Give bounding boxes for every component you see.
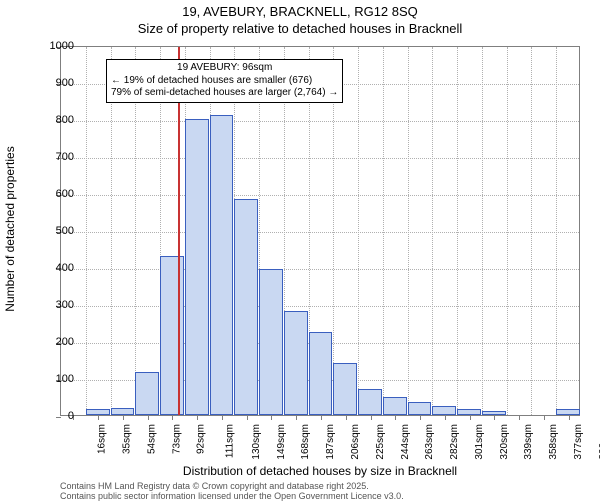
xtick-mark (420, 415, 421, 420)
xtick-mark (321, 415, 322, 420)
gridline-h (61, 195, 579, 196)
bar (333, 363, 357, 415)
xtick-label: 149sqm (276, 424, 287, 460)
page-subtitle: Size of property relative to detached ho… (0, 21, 600, 36)
xtick-label: 225sqm (375, 424, 386, 460)
xtick-mark (470, 415, 471, 420)
xtick-label: 130sqm (251, 424, 262, 460)
gridline-v (457, 47, 458, 415)
gridline-v (556, 47, 557, 415)
xtick-label: 54sqm (146, 424, 157, 454)
xtick-label: 111sqm (225, 424, 236, 458)
ytick-label: 1000 (34, 40, 74, 52)
gridline-h (61, 121, 579, 122)
x-axis-label: Distribution of detached houses by size … (60, 464, 580, 478)
ytick-label: 900 (34, 77, 74, 89)
annotation-box: 19 AVEBURY: 96sqm← 19% of detached house… (106, 59, 343, 103)
xtick-label: 92sqm (196, 424, 207, 454)
bar (284, 311, 308, 415)
xtick-mark (494, 415, 495, 420)
xtick-label: 244sqm (400, 424, 411, 460)
ytick-label: 700 (34, 151, 74, 163)
xtick-label: 263sqm (424, 424, 435, 460)
xtick-mark (519, 415, 520, 420)
gridline-v (531, 47, 532, 415)
chart: 19 AVEBURY: 96sqm← 19% of detached house… (60, 46, 580, 416)
bar (358, 389, 382, 415)
xtick-mark (569, 415, 570, 420)
bar (259, 269, 283, 415)
xtick-mark (123, 415, 124, 420)
xtick-mark (222, 415, 223, 420)
xtick-mark (296, 415, 297, 420)
gridline-h (61, 158, 579, 159)
ytick-label: 200 (34, 336, 74, 348)
gridline-h (61, 306, 579, 307)
xtick-mark (346, 415, 347, 420)
bar (160, 256, 184, 415)
bar (309, 332, 333, 415)
gridline-v (86, 47, 87, 415)
xtick-mark (544, 415, 545, 420)
xtick-label: 168sqm (301, 424, 312, 460)
xtick-label: 187sqm (325, 424, 336, 460)
xtick-mark (371, 415, 372, 420)
plot-area: 19 AVEBURY: 96sqm← 19% of detached house… (60, 46, 580, 416)
bar (234, 199, 258, 415)
ytick-label: 500 (34, 225, 74, 237)
xtick-mark (395, 415, 396, 420)
xtick-mark (445, 415, 446, 420)
xtick-label: 282sqm (449, 424, 460, 460)
ytick-label: 800 (34, 114, 74, 126)
xtick-label: 377sqm (573, 424, 584, 460)
ytick-label: 0 (34, 410, 74, 422)
xtick-label: 358sqm (548, 424, 559, 460)
gridline-v (432, 47, 433, 415)
bar (432, 406, 456, 415)
xtick-label: 339sqm (523, 424, 534, 460)
bar (383, 397, 407, 416)
xtick-mark (197, 415, 198, 420)
annot-line: 19 AVEBURY: 96sqm (111, 62, 338, 75)
xtick-label: 73sqm (171, 424, 182, 454)
gridline-v (383, 47, 384, 415)
gridline-v (507, 47, 508, 415)
xtick-label: 35sqm (122, 424, 133, 454)
page-title: 19, AVEBURY, BRACKNELL, RG12 8SQ (0, 4, 600, 19)
xtick-mark (247, 415, 248, 420)
bar (135, 372, 159, 415)
xtick-mark (172, 415, 173, 420)
gridline-v (482, 47, 483, 415)
gridline-v (358, 47, 359, 415)
xtick-mark (98, 415, 99, 420)
xtick-label: 301sqm (474, 424, 485, 460)
xtick-label: 206sqm (350, 424, 361, 460)
ytick-label: 400 (34, 262, 74, 274)
gridline-h (61, 269, 579, 270)
ytick-label: 600 (34, 188, 74, 200)
xtick-label: 16sqm (97, 424, 108, 454)
bar (111, 408, 135, 415)
xtick-mark (271, 415, 272, 420)
xtick-mark (148, 415, 149, 420)
ytick-label: 100 (34, 373, 74, 385)
ytick-label: 300 (34, 299, 74, 311)
gridline-v (408, 47, 409, 415)
bar (210, 115, 234, 415)
annot-line: ← 19% of detached houses are smaller (67… (111, 75, 338, 88)
bar (408, 402, 432, 415)
license-text: Contains HM Land Registry data © Crown c… (60, 482, 404, 502)
annot-line: 79% of semi-detached houses are larger (… (111, 87, 338, 100)
bar (185, 119, 209, 415)
xtick-label: 320sqm (499, 424, 510, 460)
gridline-h (61, 232, 579, 233)
